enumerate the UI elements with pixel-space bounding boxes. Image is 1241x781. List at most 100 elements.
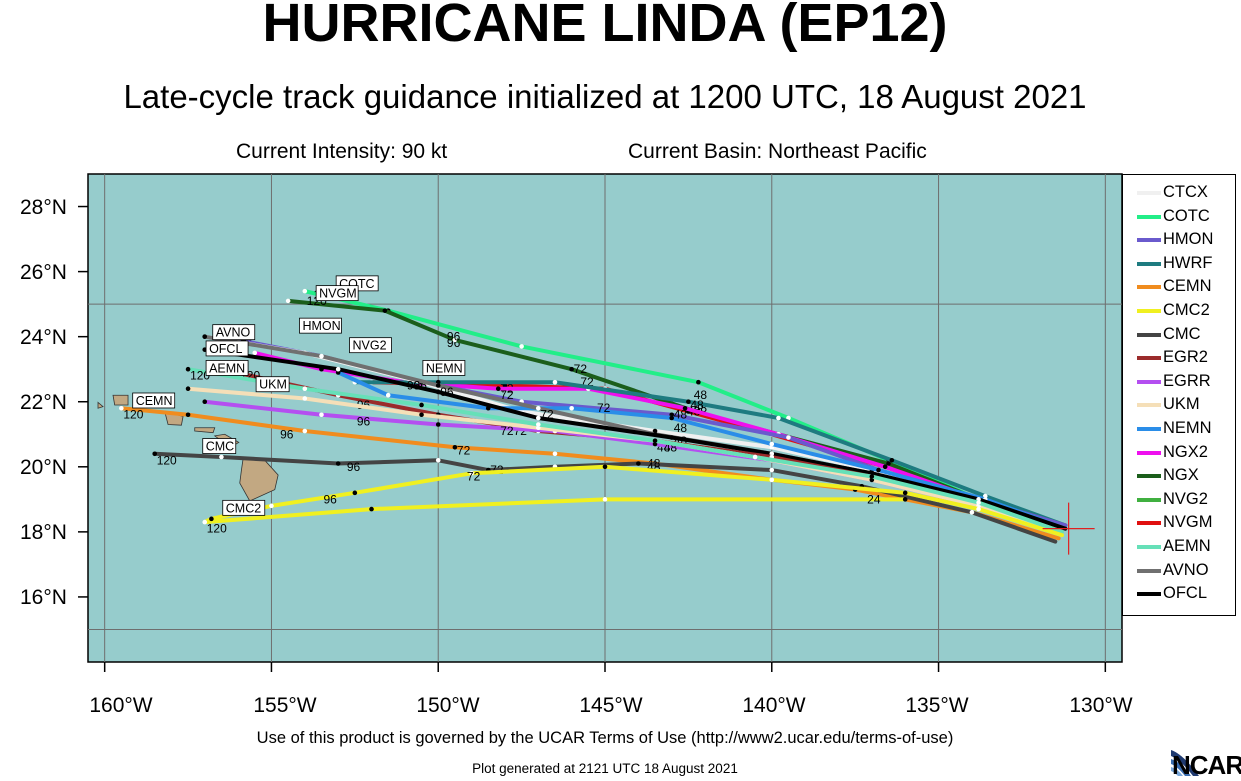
track-point: [976, 500, 981, 505]
model-label: NVG2: [353, 339, 387, 353]
island-shape: [112, 394, 129, 406]
track-point: [209, 516, 214, 522]
legend-item-ukm: UKM: [1133, 395, 1233, 415]
track-point: [752, 454, 758, 460]
legend-label: NGX2: [1163, 442, 1208, 461]
current-basin: Current Basin: Northeast Pacific: [628, 140, 927, 163]
track-point: [269, 503, 274, 509]
track-point: [152, 451, 158, 457]
legend-swatch: [1137, 474, 1161, 479]
legend-swatch: [1137, 379, 1161, 384]
legend-label: AEMN: [1163, 537, 1211, 555]
lat-label: 20°N: [20, 456, 67, 479]
track-point: [889, 457, 895, 463]
lon-label: 130°W: [1069, 694, 1133, 717]
track-point: [769, 441, 775, 447]
track-point: [686, 399, 691, 405]
legend-swatch: [1137, 191, 1161, 195]
model-label-box: [255, 376, 290, 393]
legend-swatch: [1137, 309, 1161, 313]
legend-swatch: [1137, 403, 1161, 408]
track-point: [495, 386, 501, 392]
track-point: [285, 298, 291, 304]
lat-label: 18°N: [20, 521, 67, 544]
track-point: [382, 308, 388, 313]
forecast-hour-label: 120: [123, 408, 143, 422]
legend-label: EGR2: [1163, 348, 1208, 367]
legend-item-cmc2: CMC2: [1133, 301, 1233, 321]
track-point: [682, 405, 688, 411]
legend-item-avno: AVNO: [1133, 561, 1233, 581]
track-point: [319, 412, 324, 418]
legend-label: NGX: [1163, 466, 1199, 485]
forecast-hour-label: 48: [674, 408, 688, 422]
legend-item-nvg2: NVG2: [1133, 490, 1233, 510]
model-label-box: [299, 317, 342, 334]
track-point: [976, 506, 981, 512]
model-label-box: [222, 499, 266, 516]
model-label-box: [349, 337, 392, 354]
track-point: [369, 506, 374, 512]
lon-label: 160°W: [89, 694, 153, 717]
lat-label: 28°N: [20, 196, 67, 219]
model-label: AVNO: [216, 326, 251, 340]
forecast-hour-label: 120: [157, 453, 177, 467]
model-label: NEMN: [426, 361, 463, 375]
legend-label: CMC: [1163, 324, 1201, 343]
track-point: [302, 386, 308, 392]
legend-label: CEMN: [1163, 277, 1212, 296]
current-intensity: Current Intensity: 90 kt: [236, 140, 448, 163]
legend-item-ngx2: NGX2: [1133, 443, 1233, 463]
lon-label: 145°W: [579, 694, 643, 717]
legend-item-egr2: EGR2: [1133, 348, 1233, 368]
legend-swatch: [1137, 332, 1161, 337]
legend-label: CTCX: [1163, 183, 1208, 201]
legend-swatch: [1137, 568, 1161, 573]
forecast-hour-label: 120: [190, 369, 210, 383]
forecast-hour-label: 120: [207, 522, 227, 536]
track-point: [652, 438, 658, 444]
ncar-logo-icon: [1171, 750, 1199, 776]
chart-title: HURRICANE LINDA (EP12): [262, 0, 948, 53]
track-point: [452, 337, 458, 343]
track-point: [969, 510, 975, 515]
legend-label: NVGM: [1163, 513, 1213, 532]
forecast-hour-label: 96: [357, 414, 371, 428]
forecast-hour-label: 72: [597, 401, 611, 415]
forecast-hour-label: 48: [694, 388, 708, 402]
track-point: [769, 467, 775, 473]
forecast-hour-label: 72: [467, 470, 481, 484]
legend-item-cemn: CEMN: [1133, 277, 1233, 297]
legend-swatch: [1137, 427, 1161, 431]
track-point: [435, 422, 441, 427]
track-point: [419, 402, 424, 408]
ncar-logo-text: NCAR: [1172, 750, 1241, 780]
legend-swatch: [1137, 238, 1161, 243]
legend-swatch: [1137, 450, 1161, 455]
track-point: [352, 490, 358, 496]
forecast-hour-label: 48: [674, 421, 688, 435]
model-label: UKM: [259, 378, 287, 392]
model-legend: CTCX COTC HMON HWRF CEMN CMC2 CMC EGR2 EGRR UKM NE…: [1122, 174, 1236, 616]
lat-label: 22°N: [20, 391, 67, 414]
model-label: HMON: [302, 319, 340, 333]
track-point: [502, 383, 508, 388]
model-label: OFCL: [209, 342, 242, 356]
forecast-hour-label: 48: [690, 398, 704, 412]
legend-swatch: [1137, 545, 1161, 549]
track-point: [552, 379, 558, 385]
track-point: [452, 444, 458, 450]
track-point: [669, 435, 675, 440]
legend-item-ofcl: OFCL: [1133, 584, 1233, 604]
track-point: [302, 428, 308, 434]
track-point: [669, 415, 675, 421]
lat-label: 26°N: [20, 261, 67, 284]
track-point: [602, 464, 608, 470]
forecast-hour-label: 72: [574, 362, 588, 376]
track-point: [319, 353, 324, 359]
track-point: [185, 386, 191, 392]
track-point: [119, 405, 124, 411]
forecast-hour-label: 96: [440, 385, 454, 399]
model-label: NVGM: [319, 287, 357, 301]
